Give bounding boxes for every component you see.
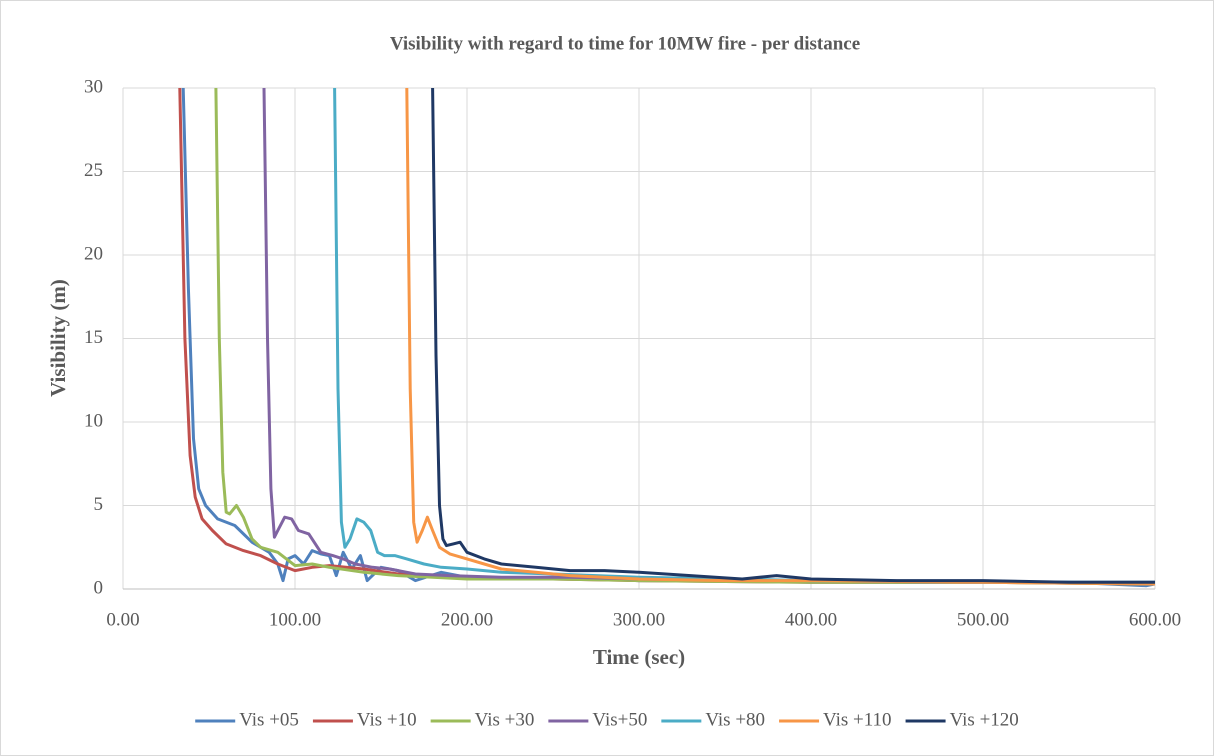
x-tick-label: 500.00 <box>957 609 1009 630</box>
y-tick-label: 5 <box>94 494 104 515</box>
y-axis-title: Visibility (m) <box>46 279 70 397</box>
chart-title: Visibility with regard to time for 10MW … <box>390 33 860 54</box>
y-tick-label: 15 <box>84 327 103 348</box>
x-tick-label: 300.00 <box>613 609 665 630</box>
legend-label: Vis +80 <box>705 709 765 730</box>
legend-label: Vis+50 <box>592 709 647 730</box>
y-tick-label: 30 <box>84 76 103 97</box>
legend-label: Vis +30 <box>475 709 535 730</box>
series-line <box>214 88 1155 586</box>
legend-label: Vis +10 <box>357 709 417 730</box>
y-tick-label: 20 <box>84 243 103 264</box>
y-tick-label: 0 <box>94 577 104 598</box>
x-tick-label: 0.00 <box>106 609 139 630</box>
y-tick-label: 10 <box>84 410 103 431</box>
x-tick-label: 600.00 <box>1129 609 1181 630</box>
plot-lines <box>178 88 1155 588</box>
x-tick-label: 200.00 <box>441 609 493 630</box>
x-axis-title: Time (sec) <box>593 645 685 669</box>
legend-label: Vis +110 <box>823 709 892 730</box>
x-tick-label: 100.00 <box>269 609 321 630</box>
legend-label: Vis +05 <box>239 709 299 730</box>
series-line <box>431 88 1155 584</box>
x-tick-label: 400.00 <box>785 609 837 630</box>
legend-label: Vis +120 <box>950 709 1019 730</box>
y-tick-label: 25 <box>84 160 103 181</box>
series-line <box>405 88 1155 586</box>
